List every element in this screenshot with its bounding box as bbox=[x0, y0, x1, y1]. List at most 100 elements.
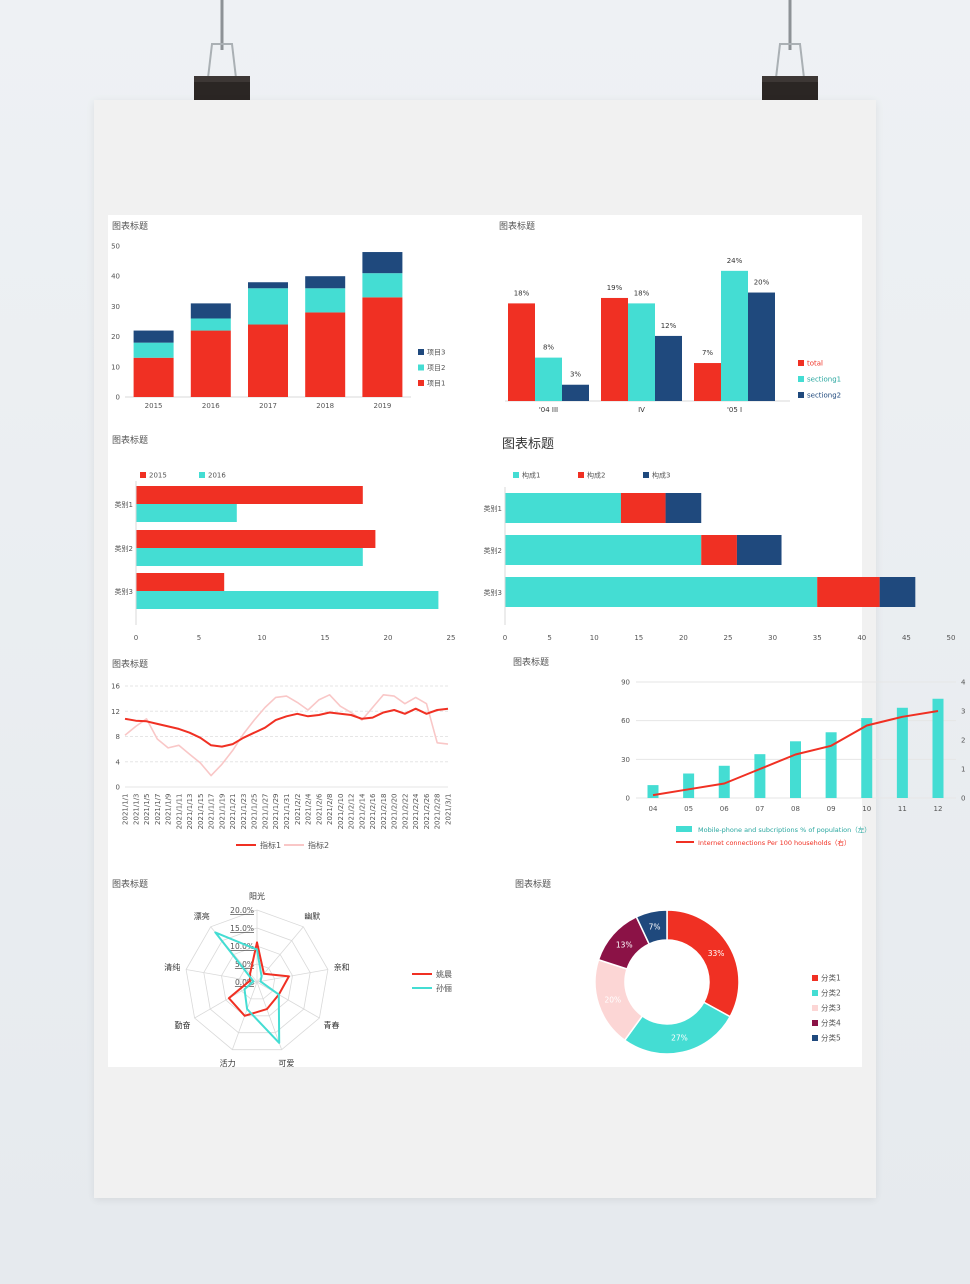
donut-slice-分类2 bbox=[623, 1001, 732, 1055]
legend-swatch bbox=[812, 1005, 818, 1011]
x-tick-label: 04 bbox=[649, 805, 658, 813]
legend-swatch bbox=[812, 1035, 818, 1041]
bar-sectiong1-IV bbox=[628, 303, 655, 401]
y-tick-label: 0 bbox=[116, 784, 120, 792]
x-tick-label: 10 bbox=[590, 634, 599, 642]
legend-label: 指标1 bbox=[260, 840, 281, 850]
panel-line-chart: 图表标题 0 4 8 12 16 2021/1/1 2021/1/3 2021/1/5 2021… bbox=[108, 653, 485, 863]
bar-2016-类别3 bbox=[136, 591, 439, 609]
legend-label: Internet connections Per 100 households（… bbox=[698, 838, 851, 847]
bar-mobile-09 bbox=[825, 732, 837, 798]
y-tick-label: 类别1 bbox=[484, 504, 502, 513]
binder-clip-left-icon bbox=[194, 43, 250, 108]
x-tick-label: 2021/1/15 bbox=[197, 794, 205, 830]
bar-项目2-2015 bbox=[133, 342, 174, 358]
donut-data-label: 27% bbox=[671, 1034, 688, 1043]
x-tick-label: 05 bbox=[684, 805, 693, 813]
bar-构成1-类别3 bbox=[505, 577, 818, 607]
legend-swatch bbox=[140, 472, 146, 478]
x-tick-label: 06 bbox=[720, 805, 729, 813]
bar-mobile-12 bbox=[932, 698, 944, 798]
panel-radar-chart: 图表标题 阳光 幽默 亲和 青春 可爱 活力 勤奋 清纯 漂亮 0.0% 5.0% 10.0% 15.0… bbox=[108, 875, 485, 1068]
donut-slice-分类1 bbox=[666, 909, 740, 1018]
x-tick-label: 2021/1/3 bbox=[132, 794, 140, 825]
x-tick-label: 2021/1/19 bbox=[218, 794, 226, 830]
x-tick-label: 2021/2/18 bbox=[380, 794, 388, 830]
bar-mobile-11 bbox=[896, 707, 908, 798]
x-tick-label: 10 bbox=[862, 805, 871, 813]
data-label: 20% bbox=[754, 279, 770, 287]
legend-swatch bbox=[812, 1020, 818, 1026]
y-tick-label: 50 bbox=[111, 243, 120, 251]
data-label: 3% bbox=[570, 371, 581, 379]
y-tick-label-right: 1 bbox=[961, 766, 965, 774]
x-tick-label: 2021/2/22 bbox=[401, 794, 409, 830]
radar-tick-label: 20.0% bbox=[230, 906, 254, 915]
bar-2015-类别1 bbox=[136, 486, 363, 504]
panel-combo-chart: 图表标题 0 30 60 90 0 1 2 3 4 04 05 06 07 08 09 10 11 12 Mobil… bbox=[485, 653, 966, 863]
x-tick-label: 2021/2/20 bbox=[391, 794, 399, 830]
radar-grid-ring bbox=[185, 909, 329, 1051]
x-tick-label: 2021/2/6 bbox=[315, 793, 323, 825]
donut-data-label: 33% bbox=[708, 949, 725, 958]
donut-slice-分类5 bbox=[635, 909, 668, 945]
legend-label: 孙俪 bbox=[436, 983, 452, 993]
bar-2016-类别2 bbox=[136, 548, 363, 566]
y-tick-label-left: 60 bbox=[621, 717, 630, 725]
y-tick-label: 40 bbox=[111, 273, 120, 281]
bar-mobile-07 bbox=[754, 754, 766, 798]
x-tick-label: 08 bbox=[791, 805, 800, 813]
legend-label: sectiong2 bbox=[807, 392, 841, 400]
data-label: 18% bbox=[514, 289, 530, 297]
x-tick-label: 30 bbox=[768, 634, 777, 642]
legend-label: 项目2 bbox=[427, 364, 445, 372]
x-tick-label: 2019 bbox=[373, 402, 391, 410]
legend-swatch bbox=[676, 826, 692, 832]
x-tick-label: 2021/2/14 bbox=[358, 793, 366, 829]
legend-label: 姚晨 bbox=[436, 969, 452, 979]
bar-total-'05 I bbox=[694, 363, 721, 401]
y-tick-label: 10 bbox=[111, 363, 120, 371]
radar-axis-label: 清纯 bbox=[164, 962, 180, 972]
radar-tick-label: 0.0% bbox=[235, 978, 254, 987]
radar-axis-label: 青春 bbox=[323, 1020, 339, 1030]
radar-spoke bbox=[186, 969, 258, 983]
x-tick-label: 35 bbox=[813, 634, 822, 642]
y-tick-label: 8 bbox=[116, 733, 120, 741]
y-tick-label: 类别3 bbox=[115, 587, 133, 596]
bar-项目3-2018 bbox=[305, 276, 346, 289]
line-series-指标2 bbox=[124, 693, 449, 777]
x-tick-label: 5 bbox=[197, 634, 201, 642]
legend-swatch bbox=[798, 376, 804, 382]
line-series-指标1 bbox=[124, 707, 449, 748]
bar-mobile-05 bbox=[683, 773, 695, 798]
y-tick-label-left: 90 bbox=[621, 679, 630, 687]
x-tick-label: 2021/1/11 bbox=[175, 794, 183, 830]
y-tick-label: 类别1 bbox=[115, 500, 133, 509]
legend-swatch bbox=[418, 380, 424, 386]
radar-axis-label: 活力 bbox=[220, 1058, 236, 1068]
x-tick-label: 2021/2/24 bbox=[412, 793, 420, 829]
line-series-internet bbox=[652, 710, 939, 797]
bar-mobile-04 bbox=[647, 785, 659, 798]
y-tick-label-left: 30 bbox=[621, 756, 630, 764]
radar-spoke bbox=[256, 969, 328, 983]
bar-2015-类别2 bbox=[136, 530, 376, 548]
x-tick-label: 2021/2/10 bbox=[337, 794, 345, 830]
chart-title: 图表标题 bbox=[112, 436, 149, 446]
legend-label: 项目1 bbox=[427, 380, 445, 388]
chart-title: 图表标题 bbox=[515, 880, 552, 890]
panel-clustered-column: 图表标题 18% 8% 3% '04 III 19% 18% 12% IV 7% 24% 20% '0… bbox=[485, 215, 862, 425]
stacked-bar-chart: 构成1 构成2 构成3 类别1 类别2 类别3 0 5 10 15 20 25 30 35 40 45 50 bbox=[484, 471, 956, 643]
legend-label: sectiong1 bbox=[807, 376, 841, 384]
legend-label: 指标2 bbox=[308, 840, 329, 850]
legend-swatch bbox=[643, 472, 649, 478]
bar-项目3-2019 bbox=[362, 252, 403, 274]
legend-swatch bbox=[812, 990, 818, 996]
x-tick-label: 09 bbox=[827, 805, 836, 813]
y-tick-label: 30 bbox=[111, 303, 120, 311]
bar-项目1-2018 bbox=[305, 312, 346, 397]
x-tick-label: 2016 bbox=[202, 402, 220, 410]
x-tick-label: 20 bbox=[679, 634, 688, 642]
